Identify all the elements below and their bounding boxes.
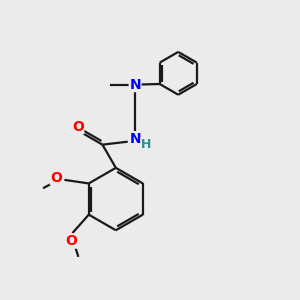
- Text: O: O: [72, 120, 84, 134]
- Text: N: N: [129, 132, 141, 146]
- Text: O: O: [50, 171, 62, 185]
- Text: O: O: [65, 234, 77, 248]
- Text: H: H: [141, 138, 151, 151]
- Text: N: N: [129, 78, 141, 92]
